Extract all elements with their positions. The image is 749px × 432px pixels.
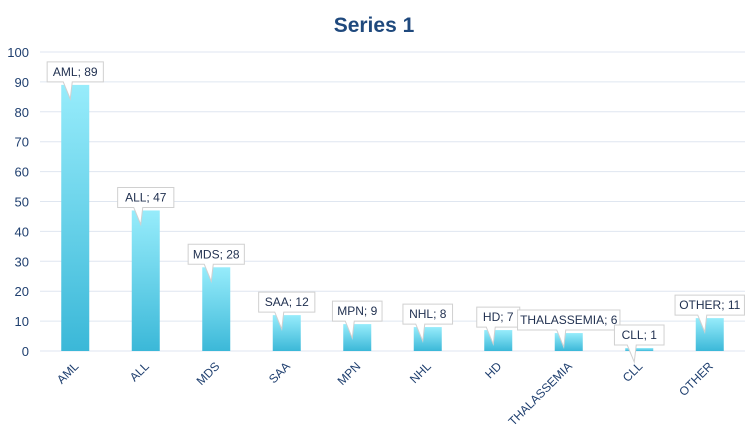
x-tick-label: MDS [194, 359, 223, 388]
data-label-text: AML; 89 [53, 65, 98, 79]
callout-box [187, 243, 245, 284]
data-label: THALASSEMIA; 6 [517, 309, 621, 350]
y-tick-label: 70 [15, 135, 29, 150]
data-label-text: HD; 7 [483, 310, 514, 324]
callout-box [613, 324, 665, 364]
callout-box [331, 300, 383, 341]
data-label-text: THALASSEMIA; 6 [520, 313, 618, 327]
x-tick-label: SAA [266, 359, 293, 386]
callout-box [517, 309, 621, 350]
data-label-text: MDS; 28 [193, 247, 240, 261]
y-tick-label: 30 [15, 254, 29, 269]
data-label-text: NHL; 8 [409, 307, 447, 321]
bar-cll [625, 348, 654, 351]
data-label: NHL; 8 [402, 303, 454, 344]
y-tick-label: 100 [7, 45, 29, 60]
x-tick-label: ALL [127, 359, 152, 384]
bar-mpn [343, 324, 372, 351]
callout-box [258, 291, 316, 332]
y-tick-label: 10 [15, 314, 29, 329]
data-label: AML; 89 [46, 61, 104, 101]
data-label-text: MPN; 9 [337, 304, 377, 318]
x-tick-label: NHL [407, 359, 434, 386]
data-label-text: SAA; 12 [265, 295, 309, 309]
bar-aml [61, 84, 90, 351]
x-tick-label: MPN [335, 359, 364, 388]
chart-title: Series 1 [334, 14, 415, 37]
callout-box [674, 294, 745, 335]
y-tick-label: 90 [15, 75, 29, 90]
y-tick-label: 50 [15, 195, 29, 210]
data-label: OTHER; 11 [674, 294, 745, 335]
data-label-text: OTHER; 11 [679, 298, 740, 312]
x-tick-label: THALASSEMIA [506, 359, 575, 427]
callout-box [402, 303, 454, 344]
callout-box [46, 61, 104, 101]
data-label: MDS; 28 [187, 243, 245, 284]
y-tick-label: 80 [15, 105, 29, 120]
x-tick-label: CLL [620, 359, 646, 385]
y-tick-label: 20 [15, 284, 29, 299]
data-label: ALL; 47 [117, 186, 175, 227]
data-label: MPN; 9 [331, 300, 383, 341]
x-tick-label: OTHER [676, 359, 716, 399]
data-label-text: CLL; 1 [622, 328, 658, 342]
bar-saa [272, 315, 301, 351]
x-tick-label: HD [482, 359, 504, 381]
bar-all [131, 210, 160, 351]
y-tick-label: 60 [15, 165, 29, 180]
data-label: SAA; 12 [258, 291, 316, 332]
bar-other [695, 318, 724, 351]
data-label: CLL; 1 [613, 324, 665, 364]
y-tick-label: 40 [15, 224, 29, 239]
x-tick-label: AML [54, 359, 82, 387]
y-tick-label: 0 [22, 344, 29, 359]
callout-box [117, 186, 175, 227]
data-label-text: ALL; 47 [125, 190, 167, 204]
bar-mds [202, 267, 231, 351]
